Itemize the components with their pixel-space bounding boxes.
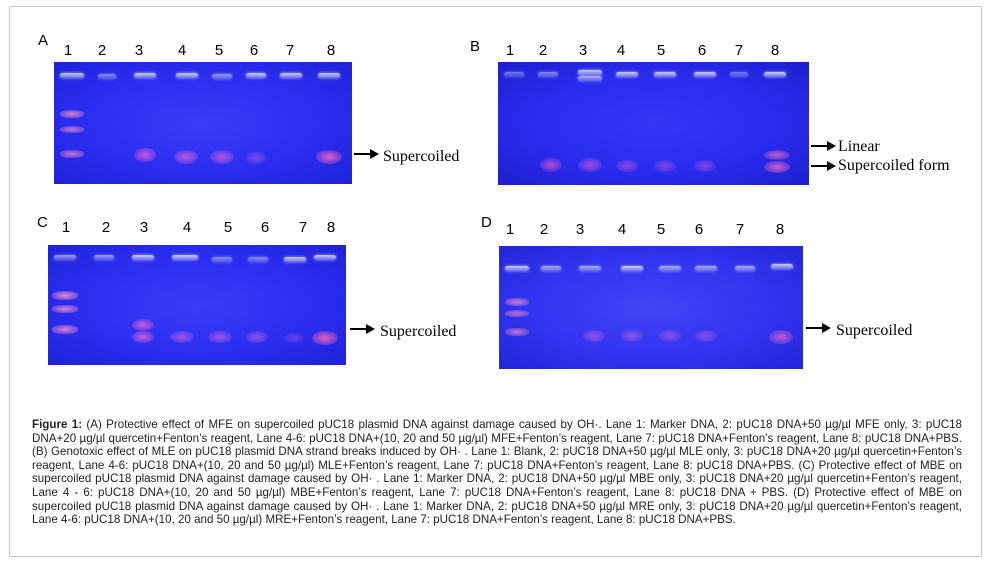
arrow-icon [350, 324, 375, 334]
lane-number: 2 [101, 219, 111, 236]
gel-image-c [48, 245, 346, 365]
lane-number: 1 [61, 219, 71, 236]
lane-number: 8 [326, 219, 336, 236]
lane-number: 7 [298, 219, 308, 236]
label-supercoiled: Supercoiled [380, 323, 457, 340]
lane-number: 5 [656, 42, 666, 59]
caption-text: (A) Protective effect of MFE on supercoi… [32, 418, 962, 527]
arrow-icon [811, 161, 836, 171]
lane-number: 3 [575, 221, 585, 238]
lane-number: 7 [285, 42, 295, 59]
arrow-icon [806, 323, 831, 333]
gel-image-d [499, 246, 803, 369]
lane-number: 5 [223, 219, 233, 236]
label-supercoiled-form: Supercoiled form [838, 157, 950, 174]
figure-frame [9, 6, 982, 557]
lane-number: 3 [139, 219, 149, 236]
gel-image-b [498, 62, 809, 185]
lane-number: 6 [697, 42, 707, 59]
arrow-icon [354, 149, 379, 159]
figure-caption: Figure 1: (A) Protective effect of MFE o… [32, 418, 962, 527]
lane-number: 4 [617, 221, 627, 238]
label-supercoiled: Supercoiled [383, 148, 460, 165]
lane-number: 6 [249, 42, 259, 59]
panel-letter-a: A [38, 32, 49, 49]
panel-letter-b: B [470, 38, 481, 55]
lane-number: 6 [260, 219, 270, 236]
caption-prefix: Figure 1: [32, 418, 83, 431]
lane-number: 8 [770, 42, 780, 59]
lane-number: 1 [505, 42, 515, 59]
arrow-icon [811, 141, 836, 151]
lane-number: 4 [616, 42, 626, 59]
lane-number: 8 [326, 42, 336, 59]
label-linear: Linear [838, 138, 880, 155]
lane-number: 8 [775, 221, 785, 238]
lane-number: 3 [578, 42, 588, 59]
lane-number: 7 [735, 221, 745, 238]
lane-number: 1 [63, 42, 73, 59]
lane-number: 6 [694, 221, 704, 238]
lane-number: 4 [177, 42, 187, 59]
label-supercoiled: Supercoiled [836, 322, 913, 339]
gel-image-a [54, 62, 352, 184]
lane-number: 5 [656, 221, 666, 238]
panel-letter-d: D [481, 214, 492, 231]
lane-number: 3 [134, 42, 144, 59]
lane-number: 2 [97, 42, 107, 59]
lane-number: 4 [182, 219, 192, 236]
panel-letter-c: C [37, 214, 48, 231]
lane-number: 7 [734, 42, 744, 59]
lane-number: 5 [214, 42, 224, 59]
lane-number: 2 [538, 42, 548, 59]
lane-number: 1 [505, 221, 515, 238]
lane-number: 2 [539, 221, 549, 238]
